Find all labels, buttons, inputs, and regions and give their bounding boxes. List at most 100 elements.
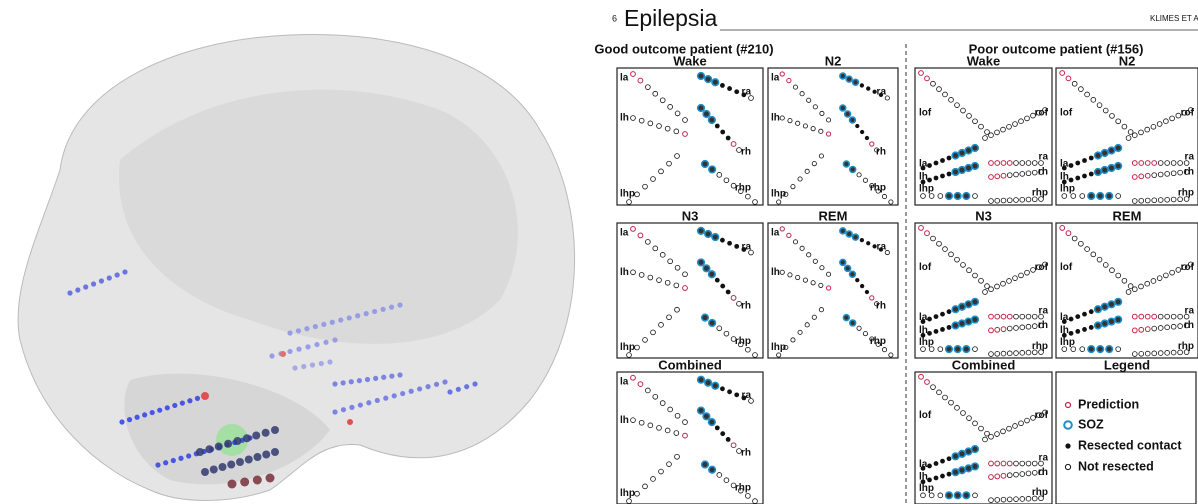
contact — [1178, 161, 1183, 166]
contact — [931, 236, 936, 241]
contact — [989, 161, 994, 166]
contact — [870, 296, 874, 300]
contact — [1122, 278, 1127, 283]
contact — [651, 330, 656, 335]
contact — [720, 284, 725, 289]
contact — [921, 319, 926, 324]
contact — [724, 478, 729, 483]
contact — [667, 462, 672, 467]
contact — [989, 287, 994, 292]
electrode — [262, 429, 270, 437]
contact — [1171, 314, 1176, 319]
contact — [938, 194, 943, 199]
contact — [683, 272, 688, 277]
electrode — [269, 353, 274, 358]
contact — [1014, 161, 1019, 166]
contact — [1020, 314, 1025, 319]
electrode — [115, 272, 120, 277]
contact — [934, 176, 939, 181]
electrode — [375, 398, 380, 403]
contact — [1019, 119, 1024, 124]
contact — [1158, 198, 1163, 203]
electrode — [397, 302, 402, 307]
contact — [651, 477, 656, 482]
contact — [885, 250, 889, 254]
electrode — [323, 340, 328, 345]
contact — [787, 78, 791, 82]
panel-title: REM — [819, 208, 848, 223]
contact — [1032, 161, 1037, 166]
contact — [954, 492, 961, 499]
contact — [938, 347, 943, 352]
contact — [741, 395, 746, 400]
contact — [967, 114, 972, 119]
contact — [1132, 199, 1137, 204]
contact — [995, 351, 1000, 356]
contact — [1110, 268, 1115, 273]
contact — [1106, 193, 1113, 200]
contact — [645, 85, 650, 90]
contact — [1062, 180, 1067, 185]
contact — [1132, 328, 1137, 333]
contact — [972, 163, 979, 170]
contact — [1157, 276, 1162, 281]
contact — [989, 133, 994, 138]
contact — [643, 484, 648, 489]
contact — [668, 407, 673, 412]
contact — [955, 257, 960, 262]
contact — [927, 464, 932, 469]
contact — [863, 178, 867, 182]
page-number: 6 — [612, 13, 617, 23]
contact — [872, 90, 876, 94]
contact — [973, 347, 978, 352]
contact — [702, 161, 709, 168]
electrode — [67, 290, 72, 295]
contact — [720, 130, 725, 135]
contact — [1007, 473, 1012, 478]
electrode — [392, 393, 397, 398]
contact — [882, 194, 886, 198]
contact — [800, 92, 804, 96]
contact — [995, 474, 1000, 479]
contact — [972, 463, 979, 470]
contact — [657, 425, 662, 430]
contact — [674, 129, 679, 134]
contact — [963, 346, 970, 353]
contact — [927, 317, 932, 322]
contact — [952, 169, 959, 176]
contact — [952, 322, 959, 329]
contact — [1139, 198, 1144, 203]
contact — [1026, 161, 1031, 166]
panel-title: Wake — [967, 53, 1000, 68]
contact — [927, 178, 932, 183]
electrode — [341, 407, 346, 412]
contact — [1139, 314, 1144, 319]
contact — [780, 270, 784, 274]
electrode-label: lhp — [620, 342, 635, 353]
contact — [927, 331, 932, 336]
contact — [865, 136, 869, 140]
contact — [631, 375, 636, 380]
electrode — [228, 480, 237, 489]
contact — [639, 420, 644, 425]
contact — [983, 290, 988, 295]
contact — [919, 226, 924, 231]
electrode-label: lhp — [620, 189, 635, 200]
contact — [667, 161, 672, 166]
contact — [805, 323, 809, 327]
contact — [675, 413, 680, 418]
contact — [703, 413, 710, 420]
contact — [1108, 301, 1115, 308]
contact — [1163, 119, 1168, 124]
electrode — [314, 342, 319, 347]
contact — [1026, 350, 1031, 355]
contact — [1145, 327, 1150, 332]
contact — [1014, 326, 1019, 331]
electrode-label: lhp — [919, 184, 934, 195]
contact — [1032, 314, 1037, 319]
contact — [934, 329, 939, 334]
electrode — [287, 349, 292, 354]
contact — [995, 174, 1000, 179]
contact — [872, 244, 876, 248]
electrode — [165, 405, 170, 410]
